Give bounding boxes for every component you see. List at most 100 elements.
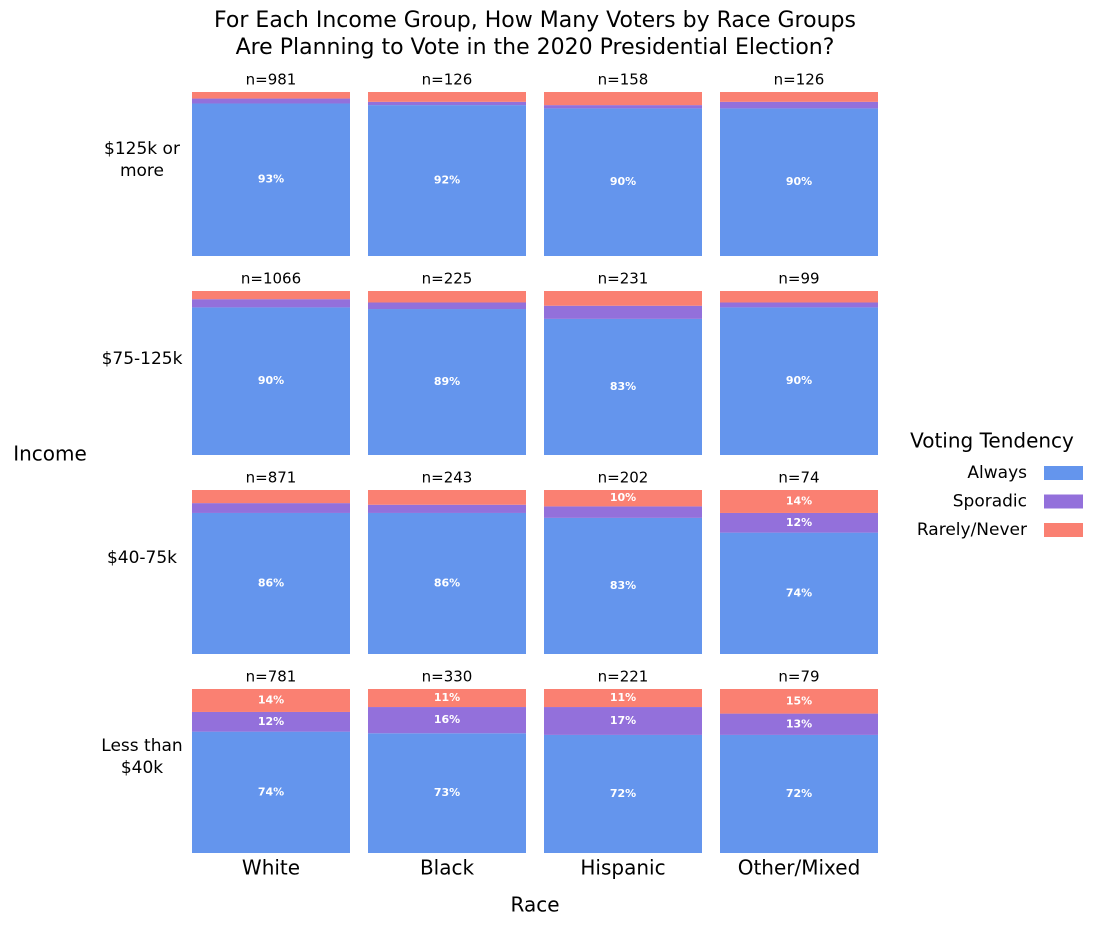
value-label: 16% xyxy=(434,713,460,726)
value-label: 14% xyxy=(786,494,812,507)
bar-segment xyxy=(192,299,350,308)
n-label: n=243 xyxy=(422,469,473,487)
legend-label: Sporadic xyxy=(953,492,1027,512)
bar-segment xyxy=(544,305,702,319)
bar-segment xyxy=(368,504,526,513)
value-label: 93% xyxy=(258,173,284,186)
row-label: more xyxy=(120,161,164,181)
y-axis-label: Income xyxy=(13,442,87,466)
bar-segment xyxy=(544,707,702,735)
value-label: 73% xyxy=(434,786,460,799)
bar-segment xyxy=(192,98,350,104)
value-label: 83% xyxy=(610,380,636,393)
value-label: 90% xyxy=(258,374,284,387)
bar-segment xyxy=(192,103,350,256)
bar-segment xyxy=(544,291,702,306)
bar-segment xyxy=(368,302,526,310)
value-label: 12% xyxy=(258,715,284,728)
value-label: 90% xyxy=(610,175,636,188)
bar-segment xyxy=(368,105,526,257)
value-label: 11% xyxy=(434,691,460,704)
value-label: 90% xyxy=(786,175,812,188)
legend-label: Rarely/Never xyxy=(917,520,1027,540)
value-label: 11% xyxy=(610,691,636,704)
bar-segment xyxy=(544,108,702,257)
chart-title: Are Planning to Vote in the 2020 Preside… xyxy=(236,35,835,60)
bar-segment xyxy=(192,711,350,732)
bar-segment xyxy=(368,291,526,303)
n-label: n=1066 xyxy=(241,270,301,288)
value-label: 86% xyxy=(434,576,460,589)
value-label: 92% xyxy=(434,174,460,187)
bar-segment xyxy=(544,734,702,853)
value-label: 72% xyxy=(610,787,636,800)
bar-segment xyxy=(192,689,350,712)
legend-swatch xyxy=(1044,523,1083,537)
x-axis-label: Race xyxy=(510,893,559,917)
n-label: n=981 xyxy=(246,71,297,89)
n-label: n=330 xyxy=(422,668,473,686)
n-label: n=871 xyxy=(246,469,297,487)
bar-segment xyxy=(192,731,350,853)
n-label: n=74 xyxy=(778,469,819,487)
value-label: 83% xyxy=(610,579,636,592)
n-label: n=781 xyxy=(246,668,297,686)
bar-segment xyxy=(368,689,526,708)
bar-segment xyxy=(544,517,702,654)
bar-segment xyxy=(544,318,702,455)
bar-segment xyxy=(544,689,702,708)
bar-segment xyxy=(368,92,526,102)
n-label: n=79 xyxy=(778,668,819,686)
n-label: n=158 xyxy=(598,71,649,89)
n-label: n=126 xyxy=(774,71,825,89)
n-label: n=202 xyxy=(598,469,649,487)
row-label: $40k xyxy=(121,758,163,778)
bar-segment xyxy=(720,689,878,714)
bar-segment xyxy=(720,307,878,455)
bar-segment xyxy=(720,490,878,513)
column-label: Other/Mixed xyxy=(738,856,861,880)
bar-segment xyxy=(720,302,878,308)
value-label: 15% xyxy=(786,694,812,707)
legend-swatch xyxy=(1044,466,1083,480)
value-label: 17% xyxy=(610,714,636,727)
bar-segment xyxy=(720,734,878,853)
row-label: $40-75k xyxy=(107,548,177,568)
bar-segment xyxy=(720,291,878,303)
legend-title: Voting Tendency xyxy=(910,429,1074,453)
bar-segment xyxy=(544,506,702,518)
bar-segment xyxy=(720,512,878,533)
bar-segment xyxy=(368,101,526,106)
bar-segment xyxy=(192,291,350,300)
value-label: 90% xyxy=(786,374,812,387)
bar-segment xyxy=(192,307,350,455)
bar-segment xyxy=(720,92,878,102)
value-label: 89% xyxy=(434,375,460,388)
legend-label: Always xyxy=(967,463,1027,483)
legend-swatch xyxy=(1044,494,1083,509)
column-label: Hispanic xyxy=(580,856,665,880)
value-label: 74% xyxy=(258,785,284,798)
bar-segment xyxy=(368,490,526,505)
bar-segment xyxy=(544,490,702,507)
bar-segment xyxy=(544,92,702,106)
bar-segment xyxy=(192,92,350,99)
n-label: n=99 xyxy=(778,270,819,288)
bar-segment xyxy=(368,707,526,734)
bar-segment xyxy=(720,532,878,654)
value-label: 86% xyxy=(258,576,284,589)
column-label: Black xyxy=(420,856,475,880)
value-label: 13% xyxy=(786,717,812,730)
bar-segment xyxy=(720,101,878,109)
n-label: n=225 xyxy=(422,270,473,288)
chart-title: For Each Income Group, How Many Voters b… xyxy=(214,8,856,33)
value-label: 12% xyxy=(786,516,812,529)
bar-segment xyxy=(192,490,350,504)
value-label: 72% xyxy=(786,787,812,800)
value-label: 14% xyxy=(258,693,284,706)
n-label: n=231 xyxy=(598,270,649,288)
n-label: n=126 xyxy=(422,71,473,89)
bar-segment xyxy=(544,105,702,109)
bar-segment xyxy=(720,108,878,257)
